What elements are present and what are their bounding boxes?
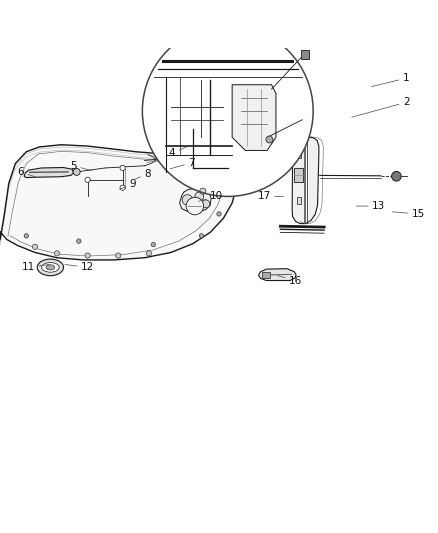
Bar (262, 272, 270, 278)
Text: 8: 8 (135, 168, 151, 179)
Polygon shape (180, 189, 211, 212)
Polygon shape (24, 167, 74, 177)
Text: 17: 17 (258, 191, 283, 201)
Circle shape (217, 212, 221, 216)
Circle shape (202, 200, 210, 208)
Circle shape (120, 185, 125, 190)
Text: 12: 12 (65, 262, 94, 272)
Circle shape (151, 243, 155, 247)
Text: 6: 6 (18, 167, 38, 177)
Text: 7: 7 (170, 158, 195, 169)
Text: 5: 5 (70, 161, 92, 171)
Text: 11: 11 (22, 262, 49, 272)
Ellipse shape (46, 265, 55, 270)
Circle shape (77, 239, 81, 243)
Circle shape (85, 253, 90, 258)
Bar (301, 50, 309, 59)
Text: 15: 15 (392, 209, 425, 219)
Circle shape (142, 26, 313, 197)
Circle shape (392, 172, 401, 181)
Polygon shape (0, 145, 236, 260)
Circle shape (116, 253, 121, 258)
Circle shape (199, 233, 204, 238)
Polygon shape (292, 137, 319, 223)
Polygon shape (232, 85, 276, 150)
Circle shape (182, 195, 193, 205)
Circle shape (24, 233, 28, 238)
Circle shape (120, 165, 125, 171)
Circle shape (189, 203, 196, 209)
Circle shape (32, 244, 38, 249)
Text: 9: 9 (120, 179, 136, 189)
Circle shape (73, 168, 80, 175)
Circle shape (200, 188, 206, 194)
Text: 1: 1 (371, 73, 410, 86)
Bar (297, 151, 301, 158)
Circle shape (146, 251, 152, 256)
Polygon shape (258, 269, 296, 280)
Text: 10: 10 (198, 191, 223, 201)
Text: 16: 16 (277, 276, 302, 286)
Text: 2: 2 (352, 97, 410, 117)
Bar (294, 168, 303, 182)
Bar (297, 197, 301, 204)
Ellipse shape (42, 263, 59, 272)
Circle shape (54, 251, 60, 256)
Circle shape (266, 136, 273, 143)
Circle shape (85, 177, 90, 182)
Circle shape (186, 197, 204, 215)
Ellipse shape (37, 259, 64, 276)
Text: 13: 13 (356, 201, 385, 211)
Text: 4: 4 (169, 147, 187, 158)
Circle shape (195, 192, 204, 201)
